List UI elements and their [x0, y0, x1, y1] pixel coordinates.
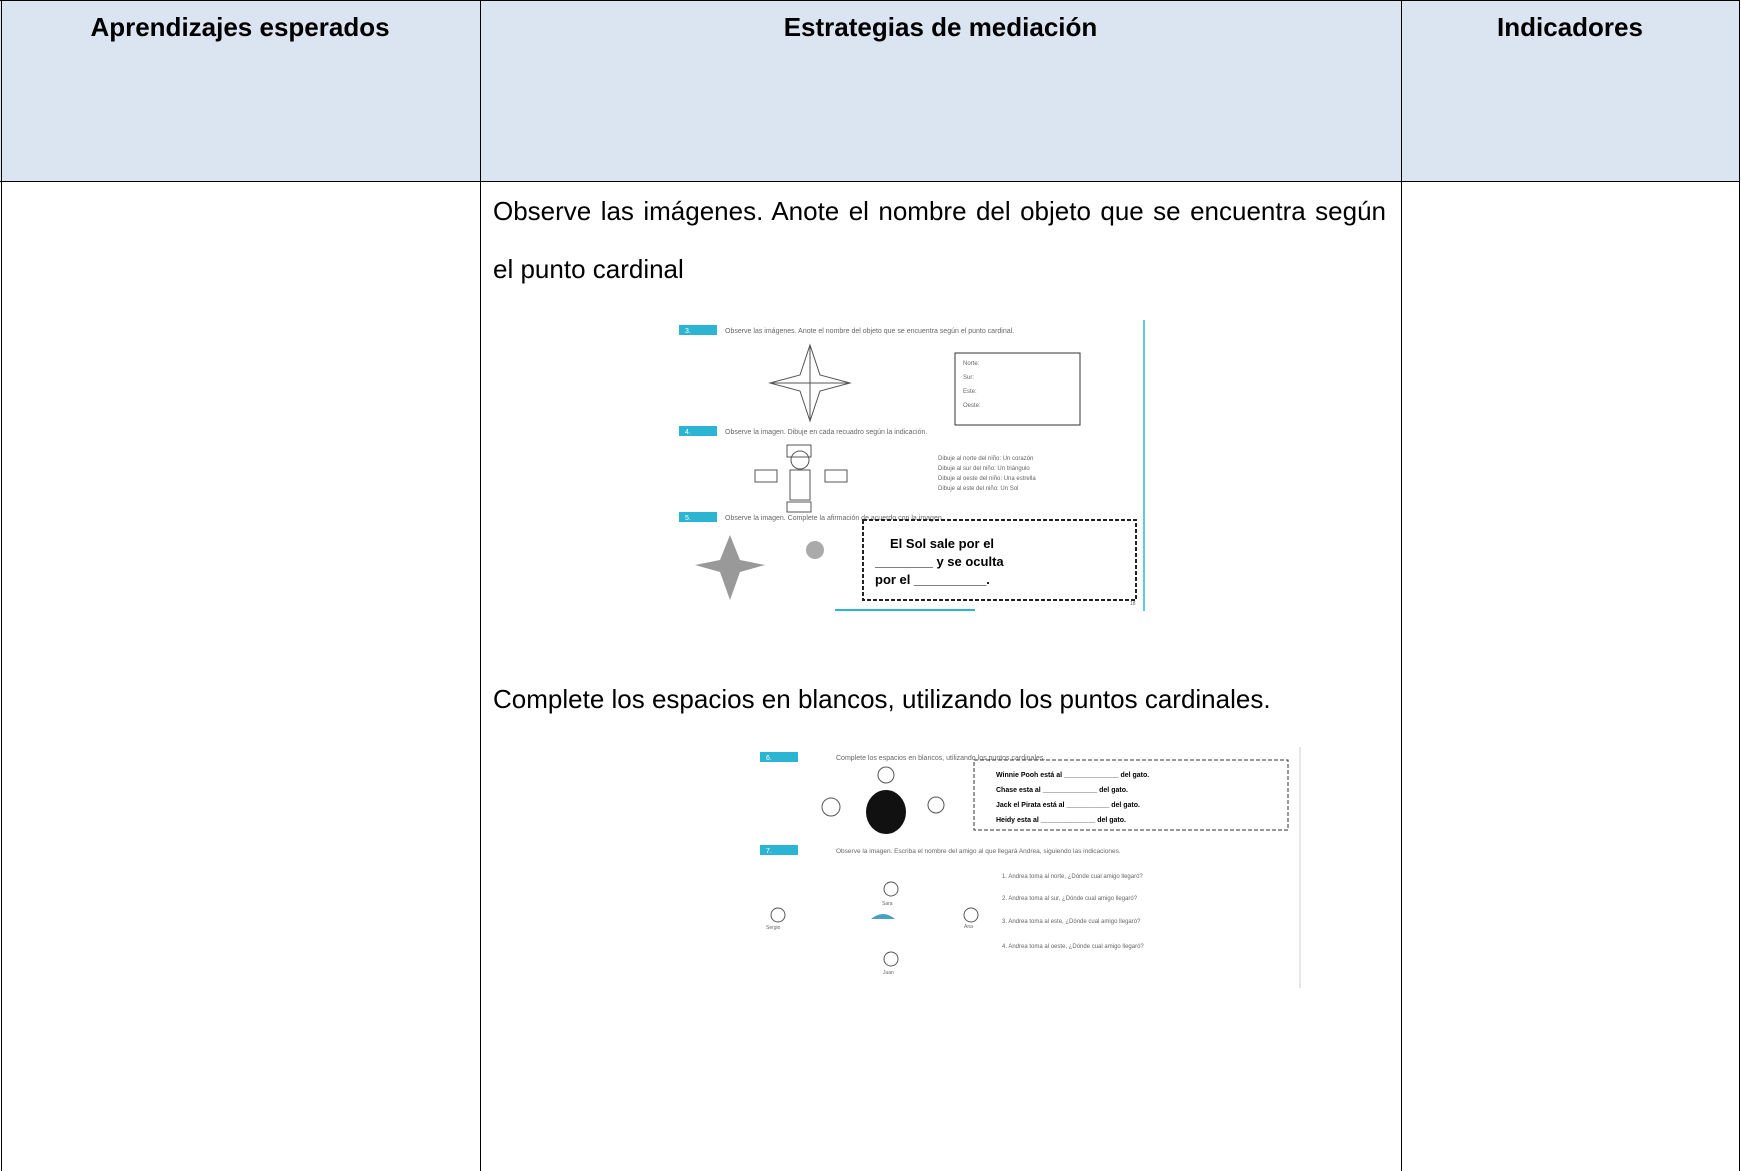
header-row — [0, 0, 1740, 181]
column-header: Estrategias de mediación — [783, 12, 1098, 42]
worksheet-image: 3. Observe las imágenes. Anote el nombre… — [679, 320, 1145, 611]
friend-name: Sara — [882, 901, 893, 907]
field: Este: — [963, 389, 977, 395]
list-item: 4. Andrea toma al oeste, ¿Dónde cual ami… — [1002, 944, 1144, 950]
column-header: Indicadores — [1497, 12, 1643, 42]
sentence: Winnie Pooh está al ______________ del g… — [996, 772, 1149, 779]
field: Oeste: — [963, 403, 981, 409]
character — [927, 796, 945, 814]
tag — [760, 752, 798, 762]
list-item: Dibuje al oeste del niño: Una estrella — [938, 476, 1036, 482]
answer-box — [954, 352, 1081, 426]
border — [480, 0, 481, 1171]
friend-name: Ana — [964, 924, 973, 930]
exercise-number: 4. — [685, 429, 691, 436]
sentence: por el __________. — [875, 572, 990, 587]
figure — [790, 450, 810, 470]
sentence: Jack el Pirata está al ___________ del g… — [996, 802, 1140, 809]
list-item: Dibuje al sur del niño: Un triángulo — [938, 466, 1030, 472]
sentence: Chase esta al ______________ del gato. — [996, 787, 1128, 794]
character — [871, 914, 895, 919]
column-header: Aprendizajes esperados — [90, 12, 390, 42]
exercise-number: 6. — [766, 755, 772, 762]
list-item: Dibuje al este del niño: Un Sol — [938, 486, 1018, 492]
paragraph: Complete los espacios en blancos, utiliz… — [493, 684, 1271, 714]
list-item: Dibuje al norte del niño: Un corazón — [938, 456, 1033, 462]
page-number: 18 — [1130, 601, 1136, 607]
box — [754, 469, 778, 483]
sun-image — [806, 541, 824, 559]
list-item: 3. Andrea toma al este, ¿Dónde cual amig… — [1002, 919, 1141, 925]
friend-name: Juan — [883, 970, 894, 976]
exercise-number: 3. — [685, 328, 691, 335]
box — [824, 469, 848, 483]
worksheet-image: 6. Complete los espacios en blancos, uti… — [760, 747, 1301, 988]
instruction: Observe la imagen. Dibuje en cada recuad… — [725, 429, 927, 436]
answer-box — [862, 519, 1137, 601]
exercise-number: 5. — [685, 515, 691, 522]
answer-box — [973, 759, 1289, 831]
sun-image — [695, 535, 765, 600]
character — [883, 951, 899, 967]
box — [786, 501, 812, 513]
tag — [760, 845, 798, 855]
character — [883, 881, 899, 897]
border — [1739, 0, 1740, 1171]
friend-name: Sergio — [766, 925, 781, 931]
figure — [789, 469, 811, 501]
character — [963, 907, 979, 923]
tag — [679, 325, 717, 335]
sentence: Heidy esta al ______________ del gato. — [996, 817, 1126, 824]
border — [0, 181, 1740, 182]
border — [0, 0, 1740, 1]
tag — [679, 426, 717, 436]
list-item: 1. Andrea toma al norte, ¿Dónde cual ami… — [1002, 874, 1143, 880]
exercise-number: 7. — [766, 848, 772, 855]
character — [821, 797, 841, 817]
instruction: Complete los espacios en blancos, utiliz… — [836, 755, 1045, 762]
list-item: 2. Andrea toma al sur, ¿Dónde cual amigo… — [1002, 896, 1138, 902]
instruction: Observe la imagen. Complete la afirmació… — [725, 515, 944, 522]
sentence: El Sol sale por el — [890, 536, 994, 551]
tag — [679, 512, 717, 522]
instruction: Observe la imagen. Escriba el nombre del… — [836, 848, 1121, 855]
field: Norte: — [963, 361, 980, 367]
border — [1, 0, 2, 1171]
cat-image — [866, 790, 906, 834]
instruction: Observe las imágenes. Anote el nombre de… — [725, 328, 1014, 335]
sentence: ________ y se oculta — [874, 554, 1004, 569]
field: Sur: — [963, 375, 974, 381]
character — [877, 766, 895, 784]
border — [1401, 0, 1402, 1171]
character — [770, 907, 786, 923]
paragraph: Observe las imágenes. Anote el nombre de… — [493, 196, 1386, 284]
box — [786, 444, 812, 458]
